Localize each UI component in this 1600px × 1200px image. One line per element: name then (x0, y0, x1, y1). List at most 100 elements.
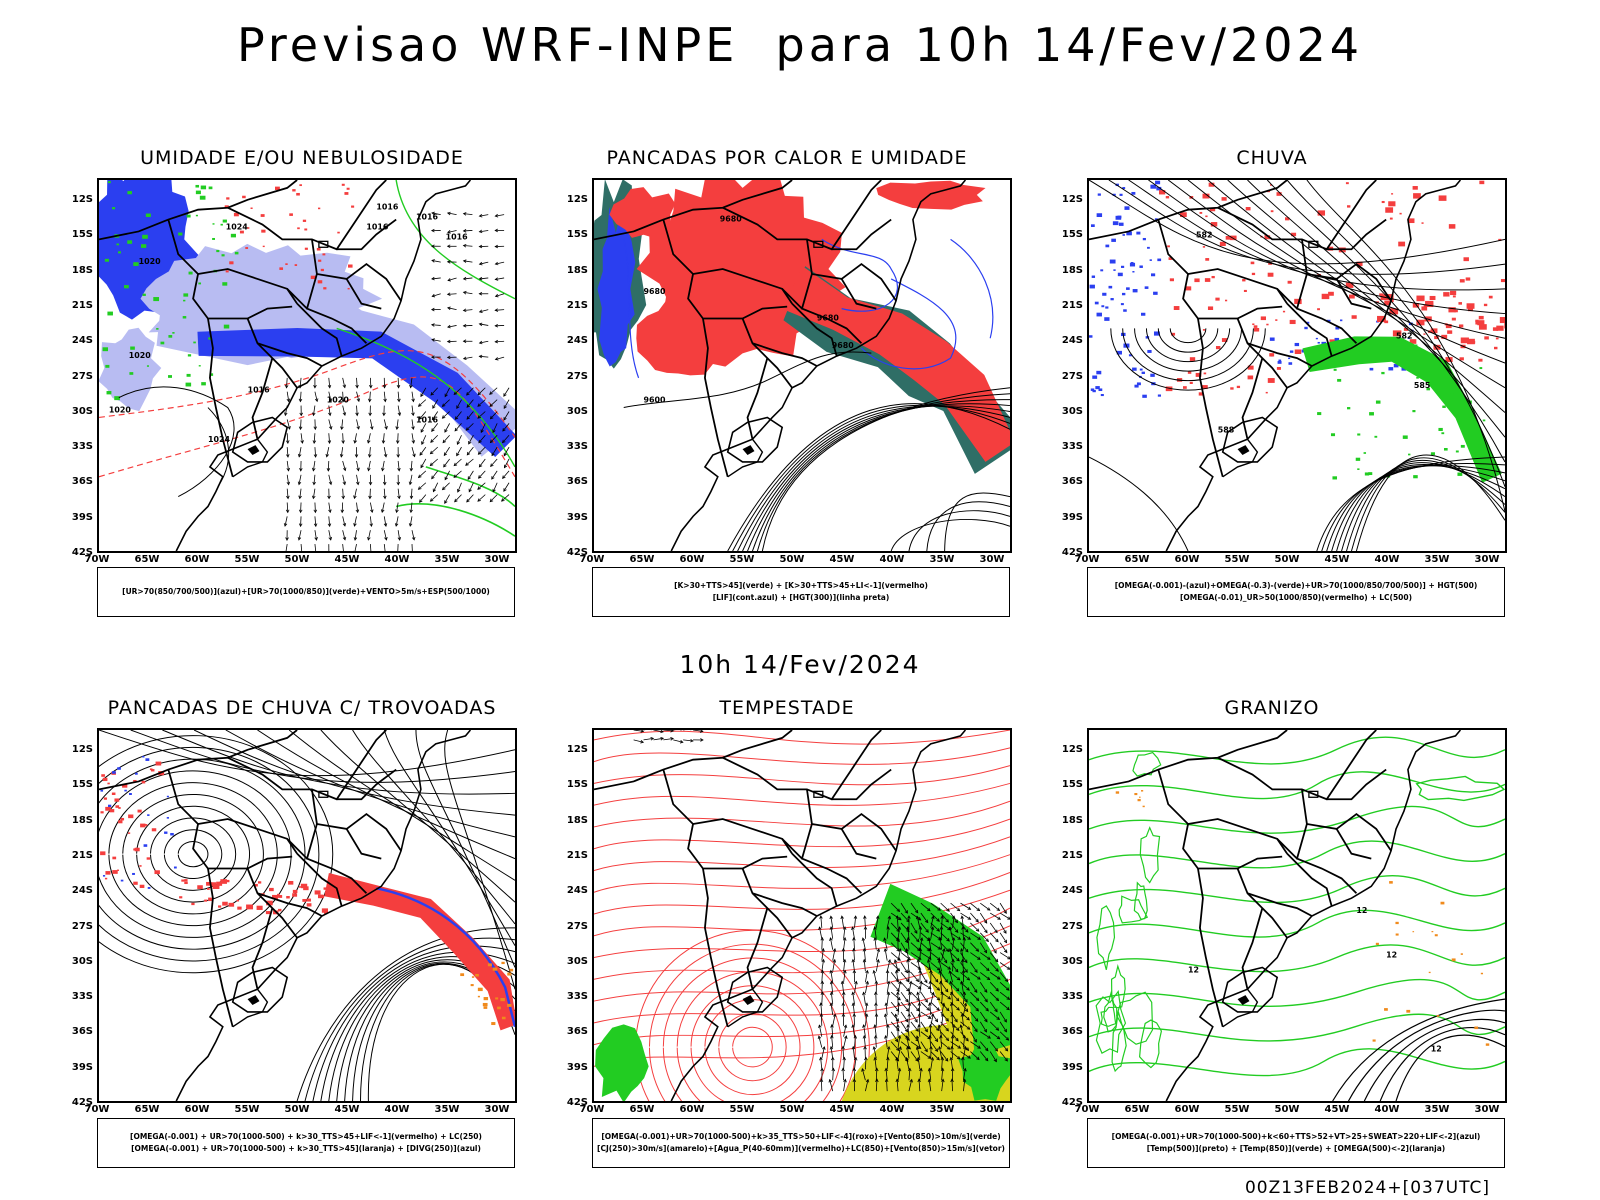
omega-blue-mark (1407, 337, 1410, 339)
omega-blue-mark (1090, 224, 1095, 227)
wind-vector (430, 446, 439, 455)
map-canvas: 1016101610161020102410201016101610241020… (99, 180, 515, 551)
storm-orange-mark (507, 972, 512, 976)
wind-vector (970, 942, 979, 952)
wind-vector (420, 429, 424, 433)
wind-vector (492, 429, 496, 434)
wind-vector (843, 1035, 847, 1048)
wind-vector (896, 1027, 900, 1032)
storm-red-mark (237, 906, 242, 910)
green-moisture-mark (223, 324, 230, 329)
wind-vector (408, 523, 413, 527)
wind-vector (418, 399, 427, 407)
hgt500-contour (1321, 462, 1505, 551)
wind-vector (397, 537, 402, 541)
wind-vector (370, 419, 373, 430)
wind-vector (367, 454, 372, 458)
wind-vector (939, 970, 943, 983)
omega-blue-mark (1334, 337, 1340, 342)
green-moisture-mark (127, 240, 133, 244)
wind-vector (313, 405, 316, 416)
rain-red-mark (1260, 316, 1266, 321)
wind-vector (368, 398, 372, 403)
temp850-contour (1096, 905, 1116, 970)
wind-vector (864, 1002, 869, 1007)
wind-vector (411, 419, 414, 430)
wind-vector (897, 996, 901, 1001)
wind-vector (956, 957, 960, 962)
state-border (207, 868, 234, 1028)
wind-vector (342, 522, 347, 527)
wind-vector (298, 495, 302, 500)
wind-vector (369, 544, 372, 551)
green-moisture-mark (114, 396, 120, 401)
wind-vector (916, 1046, 921, 1059)
green-moisture-mark (118, 251, 121, 254)
wind-vector (441, 403, 446, 408)
storm-orange-mark (509, 968, 514, 972)
rain-red-mark (1463, 257, 1469, 262)
wind-vector (462, 229, 467, 233)
wind-vector (885, 1068, 888, 1081)
wind-vector (342, 516, 346, 527)
temp850-contour (1138, 1019, 1163, 1069)
omega-green-mark (1412, 410, 1416, 413)
rain-red-mark (1168, 257, 1173, 260)
wind-vector (286, 502, 289, 513)
wind-vector (940, 1041, 951, 1050)
omega-blue-mark (1092, 389, 1096, 393)
storm-red-mark (112, 870, 118, 874)
omega-blue-mark (1105, 244, 1110, 248)
state-border (806, 239, 897, 302)
rain-red-mark (1194, 278, 1200, 283)
wind-vector (454, 416, 459, 420)
wind-vector (831, 1067, 836, 1072)
lat-label: 27S (71, 920, 93, 932)
panel-6-legend-line-2: [Temp(500)](preto) + [Temp(850)](verde) … (1146, 1144, 1446, 1153)
streamline (177, 841, 209, 868)
wind-vector (396, 502, 399, 513)
wind-vector (832, 1014, 836, 1026)
wind-vector (312, 412, 316, 417)
wind-vector (886, 916, 891, 928)
wind-vector (930, 1021, 940, 1031)
lat-label: 39S (566, 511, 588, 523)
wind-vector (491, 446, 498, 456)
storm-red-mark (269, 887, 274, 892)
rain-red-mark (1429, 295, 1436, 301)
wind-vector (960, 942, 969, 953)
omega-orange-mark (1434, 934, 1438, 937)
wind-vector (381, 440, 386, 444)
rain-red-mark (1381, 200, 1385, 204)
wind-vector (987, 1035, 991, 1039)
wind-vector (431, 411, 439, 420)
storm-orange-mark (483, 1006, 488, 1009)
rain-red-mark (1399, 212, 1402, 215)
storm-red-mark (133, 881, 138, 885)
wind-vector (906, 1037, 910, 1041)
rain-red-mark (1211, 275, 1215, 279)
wind-vector (910, 922, 918, 934)
lat-label: 12S (1061, 744, 1083, 755)
df-box (1308, 240, 1319, 248)
wind-vector (884, 1067, 888, 1072)
wind-vector (900, 1041, 911, 1050)
wind-vector (819, 926, 823, 939)
wind-vector (431, 324, 441, 326)
divergence-line (376, 887, 515, 1028)
rain-red-mark (1492, 327, 1499, 331)
map-chuva: 582 588 582 585 (1087, 178, 1507, 553)
wind-vector (466, 399, 474, 408)
streamline (130, 730, 515, 783)
state-border (336, 768, 397, 801)
wind-vector (950, 912, 958, 923)
wind-vector (328, 391, 332, 402)
wind-vector (989, 902, 1000, 911)
wind-vector (409, 474, 413, 485)
rain-red-mark (1169, 278, 1174, 282)
wind-vector (420, 458, 427, 468)
omega-green-mark (1369, 412, 1374, 416)
wind-vector (367, 530, 371, 541)
wind-vector (312, 481, 316, 486)
wind-vector (851, 1045, 856, 1050)
